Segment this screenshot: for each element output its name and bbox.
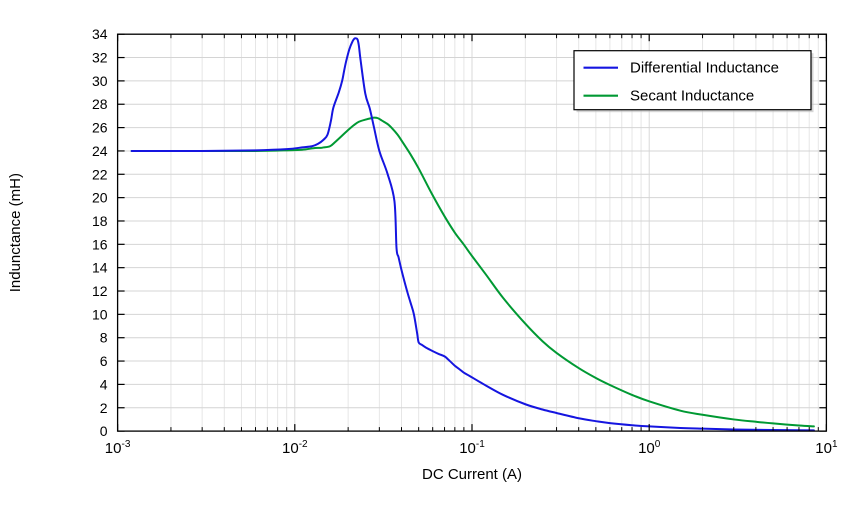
svg-text:14: 14 bbox=[92, 260, 108, 276]
svg-text:30: 30 bbox=[92, 73, 108, 89]
svg-text:4: 4 bbox=[100, 376, 108, 392]
svg-text:0: 0 bbox=[100, 423, 108, 439]
svg-text:16: 16 bbox=[92, 236, 108, 252]
svg-text:20: 20 bbox=[92, 190, 108, 206]
svg-text:24: 24 bbox=[92, 143, 108, 159]
svg-text:34: 34 bbox=[92, 26, 108, 42]
svg-text:8: 8 bbox=[100, 330, 108, 346]
svg-text:12: 12 bbox=[92, 283, 108, 299]
svg-text:Indunctance (mH): Indunctance (mH) bbox=[7, 173, 24, 292]
svg-text:26: 26 bbox=[92, 120, 108, 136]
svg-text:28: 28 bbox=[92, 96, 108, 112]
svg-text:10: 10 bbox=[92, 306, 108, 322]
svg-text:Secant Inductance: Secant Inductance bbox=[630, 88, 754, 105]
svg-text:32: 32 bbox=[92, 50, 108, 66]
svg-text:22: 22 bbox=[92, 166, 108, 182]
svg-text:2: 2 bbox=[100, 400, 108, 416]
svg-text:6: 6 bbox=[100, 353, 108, 369]
svg-text:DC Current (A): DC Current (A) bbox=[422, 466, 522, 483]
svg-text:18: 18 bbox=[92, 213, 108, 229]
svg-text:Differential Inductance: Differential Inductance bbox=[630, 60, 779, 77]
